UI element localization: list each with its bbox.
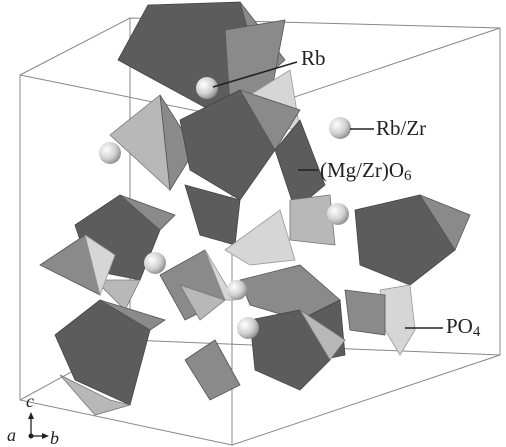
label-rb-zr: Rb/Zr (376, 116, 426, 140)
label-text: PO (446, 314, 473, 338)
label-rb: Rb (301, 46, 326, 70)
axis-b: b (50, 428, 59, 447)
label-text: (Mg/Zr)O (320, 158, 404, 182)
label-po4: PO4 (446, 314, 481, 341)
polyhedra (40, 2, 470, 415)
axis-indicator: c a b (7, 391, 59, 447)
label-subscript: 6 (404, 168, 412, 184)
axis-c: c (26, 391, 34, 411)
label-mgzr-o6: (Mg/Zr)O6 (320, 158, 412, 185)
label-subscript: 4 (473, 324, 481, 340)
axis-a: a (7, 425, 16, 445)
crystal-structure: Rb Rb/Zr (Mg/Zr)O6 PO4 c a b (0, 0, 506, 447)
